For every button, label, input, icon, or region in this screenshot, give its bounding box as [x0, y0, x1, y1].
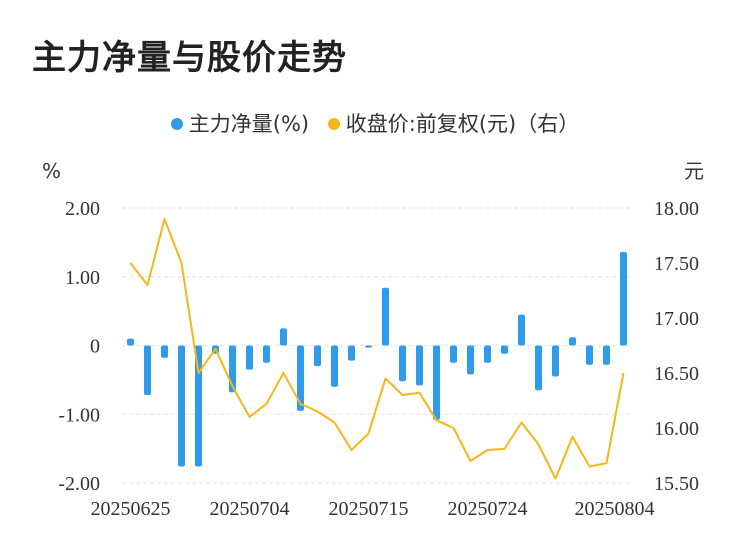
bar — [399, 345, 406, 382]
bar — [161, 345, 168, 358]
legend-swatch-bar — [170, 118, 183, 130]
right-axis-unit: 元 — [684, 159, 704, 183]
legend-item-close-price: 收盘价:前复权(元)（右） — [327, 108, 580, 138]
bar — [603, 345, 610, 365]
right-tick-label: 18.00 — [654, 198, 699, 220]
bar — [178, 345, 185, 467]
legend-item-net-volume: 主力净量(%) — [170, 108, 310, 138]
chart-title: 主力净量与股价走势 — [32, 38, 347, 78]
bar — [365, 345, 372, 348]
bar — [416, 345, 423, 386]
bar — [314, 345, 321, 367]
bar — [382, 287, 389, 346]
left-tick-label: 1.00 — [65, 267, 100, 289]
grid-lines — [122, 207, 632, 484]
price-line — [129, 218, 625, 480]
bar — [518, 314, 525, 346]
left-axis-unit: % — [42, 159, 61, 183]
x-tick-label: 20250625 — [91, 498, 171, 520]
x-tick-label: 20250715 — [329, 498, 409, 520]
bar — [484, 345, 491, 363]
legend-swatch-line — [327, 118, 340, 130]
right-tick-label: 16.50 — [654, 363, 699, 385]
bar — [263, 345, 270, 363]
bar — [144, 345, 151, 395]
bar — [246, 345, 253, 370]
bar — [552, 345, 559, 377]
bar — [569, 337, 576, 346]
bar — [535, 345, 542, 391]
legend-label-net-volume: 主力净量(%) — [188, 112, 310, 136]
right-tick-label: 17.50 — [654, 253, 699, 275]
left-tick-label: 0 — [90, 336, 100, 358]
bar — [620, 252, 627, 346]
bar — [433, 345, 440, 420]
right-tick-label: 16.00 — [654, 418, 699, 440]
bar — [348, 345, 355, 361]
bar — [501, 345, 508, 354]
bar — [297, 345, 304, 411]
axes: % 元 2.00 1.00 0 -1.00 -2.00 18.00 17.50 17.00 16… — [42, 159, 704, 520]
x-tick-label: 20250724 — [448, 498, 528, 520]
line-series — [129, 218, 625, 480]
left-tick-label: -2.00 — [58, 473, 100, 495]
bar-series — [127, 252, 627, 467]
legend-label-close-price: 收盘价:前复权(元)（右） — [345, 112, 580, 136]
bar — [586, 345, 593, 365]
bar — [331, 345, 338, 387]
x-tick-label: 20250704 — [210, 498, 290, 520]
left-tick-label: 2.00 — [65, 198, 100, 220]
right-tick-label: 15.50 — [654, 473, 699, 495]
legend: 主力净量(%) 收盘价:前复权(元)（右） — [0, 108, 750, 138]
x-tick-label: 20250804 — [575, 498, 655, 520]
bar — [195, 345, 202, 467]
left-tick-label: -1.00 — [58, 404, 100, 426]
right-tick-label: 17.00 — [654, 308, 699, 330]
bar — [280, 328, 287, 346]
bar — [467, 345, 474, 375]
bar — [450, 345, 457, 363]
bar — [127, 338, 134, 346]
